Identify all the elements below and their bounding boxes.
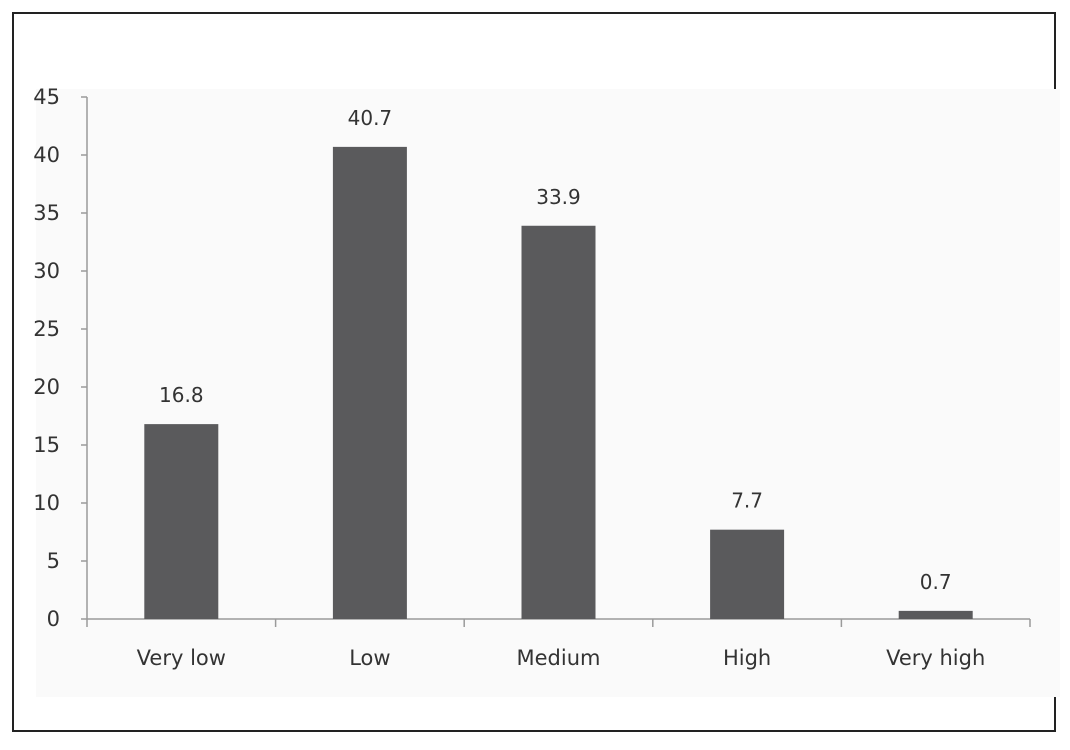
x-category-label: Very high xyxy=(886,646,985,670)
y-tick-label: 40 xyxy=(33,143,60,167)
data-label: 16.8 xyxy=(159,383,204,407)
y-tick-label: 15 xyxy=(33,433,60,457)
data-label: 0.7 xyxy=(920,570,952,594)
bar-medium xyxy=(521,225,596,619)
x-category-label: Very low xyxy=(137,646,226,670)
y-tick-label: 5 xyxy=(47,549,60,573)
bar-very-high xyxy=(898,610,973,619)
bar-low xyxy=(332,146,407,619)
bar-high xyxy=(710,529,785,619)
x-category-label: High xyxy=(723,646,771,670)
y-tick-label: 10 xyxy=(33,491,60,515)
data-label: 7.7 xyxy=(731,489,763,513)
y-tick-label: 20 xyxy=(33,375,60,399)
y-tick-label: 30 xyxy=(33,259,60,283)
y-tick-label: 45 xyxy=(33,85,60,109)
y-tick-label: 0 xyxy=(47,607,60,631)
x-category-label: Medium xyxy=(517,646,601,670)
data-label: 33.9 xyxy=(536,185,581,209)
y-tick-label: 35 xyxy=(33,201,60,225)
data-label: 40.7 xyxy=(348,106,393,130)
y-tick-label: 25 xyxy=(33,317,60,341)
x-category-label: Low xyxy=(349,646,390,670)
bar-very-low xyxy=(144,424,219,619)
